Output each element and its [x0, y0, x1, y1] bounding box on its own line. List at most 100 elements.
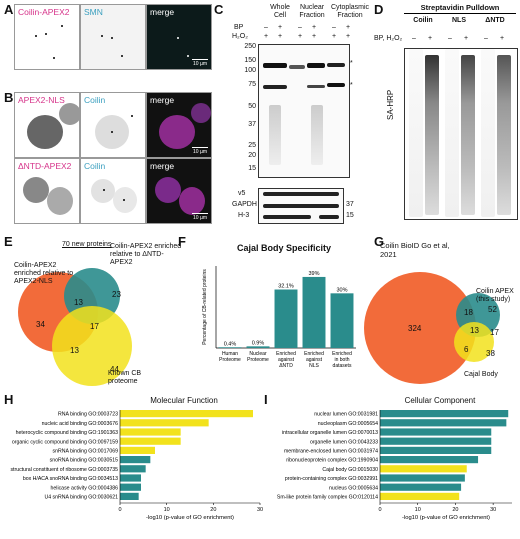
data-label: 0.4% — [224, 341, 237, 347]
tick-label: datasets — [333, 363, 352, 369]
bar — [120, 465, 146, 473]
tick-label: nucleic acid binding GO:0003676 — [42, 421, 119, 427]
venn-diagram-e — [18, 268, 132, 386]
tick-label: nucleus GO:0005634 — [329, 485, 378, 491]
bar — [120, 492, 139, 500]
fraction-label: Nuclear Fraction — [299, 4, 325, 20]
bar — [380, 483, 462, 491]
bar — [120, 446, 155, 454]
panel-label-i: I — [264, 392, 268, 407]
venn-count: 18 — [464, 308, 473, 317]
fraction-label: Cytoplasmic Fraction — [330, 4, 370, 20]
bar — [120, 483, 141, 491]
chart-title: Cellular Component — [404, 396, 476, 405]
micrograph-label: ΔNTD-APEX2 — [18, 161, 72, 171]
loading-label-gapdh: GAPDH — [232, 201, 257, 208]
bar — [246, 346, 270, 348]
bar-chart-molecular-function: RNA binding GO:0003723 nucleic acid bindi… — [10, 410, 263, 521]
bar — [380, 437, 492, 445]
tick-label: RNA binding GO:0003723 — [58, 412, 118, 418]
loading-mw: 37 — [346, 201, 354, 208]
bar — [330, 293, 354, 348]
venn-count: 44 — [110, 365, 119, 374]
tick-label: nucleoplasm GO:0005654 — [318, 421, 378, 427]
bar — [120, 456, 151, 464]
bp-sign: – — [264, 24, 268, 31]
tick-label: against — [278, 357, 295, 363]
bp-sign: + — [346, 24, 351, 31]
x-axis-label: -log10 (p-value of GO enrichment) — [146, 515, 234, 521]
tick-label: Sm-like protein family complex GO:012011… — [277, 495, 378, 501]
x-tick-label: 10 — [164, 507, 170, 513]
micrograph-smn: SMN — [80, 4, 146, 70]
tick-label: structural constituent of ribosome GO:00… — [10, 467, 118, 473]
venn-count: 34 — [36, 320, 45, 329]
tick-label: box H/ACA snoRNA binding GO:0034513 — [23, 476, 118, 482]
tick-label: NLS — [309, 363, 319, 369]
venn-set-label: Coilin BioID Go et al, 2021 — [380, 241, 450, 259]
venn-header: 70 new proteins — [62, 241, 112, 248]
data-label: 32.1% — [278, 284, 294, 290]
mw-marker: 100 — [244, 67, 256, 74]
loading-label-v5: v5 — [238, 190, 246, 197]
venn-count: 23 — [112, 290, 121, 299]
mw-marker: 15 — [248, 165, 256, 172]
venn-set-label: Coilin-APEX2 enriched relative to ΔNTD-A… — [110, 243, 182, 267]
tick-label: organic cyclic compound binding GO:00971… — [12, 439, 118, 445]
h2o2-sign: + — [278, 33, 283, 40]
bar — [120, 474, 141, 482]
micrograph-dntd-apex2: ΔNTD-APEX2 — [14, 158, 80, 224]
x-tick-label: 20 — [210, 507, 216, 513]
x-tick-label: 30 — [257, 507, 263, 513]
venn-diagram-g — [364, 272, 500, 384]
tick-label: ribonucleoprotein complex GO:1990904 — [286, 458, 378, 464]
fraction-label: Whole Cell — [270, 4, 290, 20]
x-tick-label: 10 — [415, 507, 421, 513]
tick-label: Nuclear — [249, 351, 267, 357]
panel-label-c: C — [214, 2, 224, 17]
bp-h2o2-sign: + — [428, 35, 433, 42]
tick-label: intracellular organelle lumen GO:0070013 — [282, 430, 378, 436]
micrograph-label: merge — [150, 7, 175, 17]
h2o2-sign: + — [346, 33, 351, 40]
bp-sign: + — [312, 24, 317, 31]
western-blot — [258, 44, 350, 178]
micrograph-merge-a: merge 10 µm — [146, 4, 212, 70]
venn-set-label: Known CB proteome — [108, 370, 142, 386]
bar-chart-specificity: Percentage of CB-related proteins 0.4% Hum… — [202, 266, 356, 369]
tick-label: Enriched — [332, 351, 352, 357]
bar — [120, 419, 209, 427]
bar — [380, 474, 465, 482]
streptavidin-blot — [404, 48, 518, 220]
tick-label: snRNA binding GO:0017069 — [53, 449, 119, 455]
star-marker: * — [350, 60, 353, 67]
h2o2-sign: + — [312, 33, 317, 40]
mw-marker: 250 — [244, 43, 256, 50]
bar — [380, 419, 507, 427]
bar — [380, 456, 479, 464]
bp-h2o2-sign: + — [500, 35, 505, 42]
venn-set-label: Cajal Body — [464, 371, 498, 378]
mw-marker: 50 — [248, 103, 256, 110]
mw-marker: 75 — [248, 81, 256, 88]
bp-h2o2-sign: – — [484, 35, 488, 42]
tick-label: heterocyclic compound binding GO:1901363 — [16, 430, 118, 436]
data-label: 0.9% — [252, 340, 265, 346]
loading-label-h3: H-3 — [238, 212, 250, 219]
venn-set-label: Coilin-APEX2 enriched relative to APEX2-… — [14, 262, 74, 286]
micrograph-label: merge — [150, 161, 175, 171]
tick-label: Enriched — [304, 351, 324, 357]
scale-bar: 10 µm — [192, 213, 208, 221]
bp-sign: – — [332, 24, 336, 31]
bar — [120, 428, 181, 436]
panel-label-e: E — [4, 234, 13, 249]
micrograph-coilin-b2: Coilin — [80, 158, 146, 224]
h2o2-sign: + — [332, 33, 337, 40]
bar — [380, 428, 492, 436]
bp-sign: + — [278, 24, 283, 31]
group-label: ΔNTD — [485, 17, 505, 24]
bar — [380, 446, 492, 454]
mw-marker: 25 — [248, 142, 256, 149]
bar — [120, 410, 253, 418]
bp-sign: – — [298, 24, 302, 31]
